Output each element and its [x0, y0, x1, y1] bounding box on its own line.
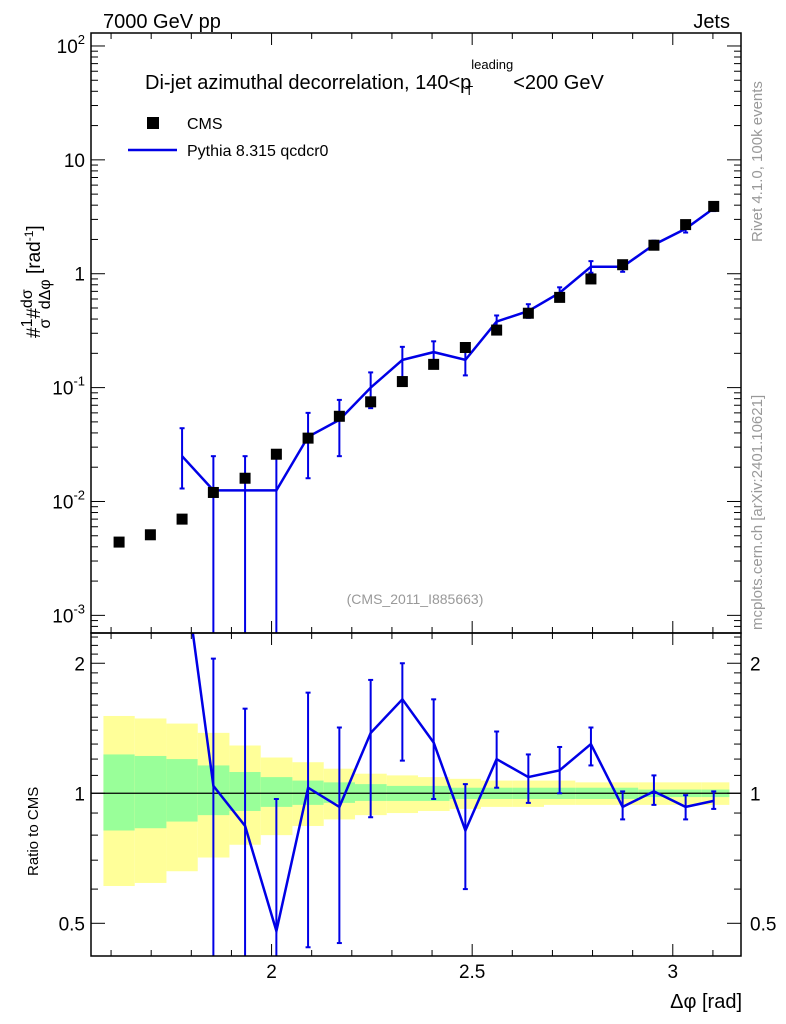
cms-data-point [239, 472, 251, 484]
band-inner-bin [103, 754, 135, 831]
ratio-y-tick-label: 2 [74, 654, 85, 675]
ratio-bands [91, 715, 741, 886]
cms-data-point [491, 324, 503, 336]
band-inner-bin [166, 759, 198, 822]
cms-data-point [270, 448, 282, 460]
x-axis-label: Δφ [rad] [670, 991, 742, 1013]
mcplots-label: mcplots.cern.ch [arXiv:2401.10621] [749, 395, 766, 630]
y-tick-label: 10-3 [52, 601, 85, 627]
cms-data-point [554, 291, 566, 303]
cms-data-point [680, 219, 692, 231]
cms-data-point [459, 342, 471, 354]
cms-data-point [144, 529, 156, 541]
cms-data-point [207, 486, 219, 498]
cms-data-point [302, 432, 314, 444]
axes-layer: 2 2.5 3 10-3 10-2 10-1 1 10 102 0.5 0.5 1 1 2 2 [52, 32, 776, 983]
analysis-watermark: (CMS_2011_I885663) [347, 591, 484, 607]
mc-series-line [181, 207, 715, 492]
cms-data-point [585, 273, 597, 285]
ratio-frame [90, 632, 742, 957]
x-tick-label: 2.5 [459, 962, 485, 983]
ratio-y-tick-label: 0.5 [59, 914, 85, 935]
y-tick-label: 10 [64, 151, 85, 172]
cms-data-point [396, 376, 408, 388]
cms-data-point [333, 410, 345, 422]
cms-data-point [708, 200, 720, 212]
ratio-y-tick-label-right: 2 [750, 654, 761, 675]
ratio-series-line [191, 633, 714, 936]
cms-data-point [522, 307, 534, 319]
main-ylabel: #1σ#dσdΔφ [rad-1] [19, 225, 54, 338]
cms-data-point [617, 259, 629, 271]
y-tick-label: 10-2 [52, 487, 85, 513]
y-tick-label: 1 [74, 265, 85, 286]
ratio-y-tick-label-right: 0.5 [750, 914, 776, 935]
x-tick-label: 3 [668, 962, 679, 983]
y-tick-label: 10-1 [52, 374, 85, 400]
cms-data-point [365, 396, 377, 408]
main-plot-layer [113, 200, 720, 633]
ratio-y-tick-label-right: 1 [750, 784, 761, 805]
cms-data-point [176, 513, 188, 525]
cms-data-point [113, 536, 125, 548]
ratio-plot-layer [191, 633, 717, 956]
legend-pythia-label: Pythia 8.315 qcdcr0 [187, 143, 329, 160]
y-tick-label: 102 [57, 32, 85, 58]
rivet-label: Rivet 4.1.0, 100k events [749, 81, 766, 242]
main-title: Di-jet azimuthal decorrelation, 140<plea… [145, 57, 604, 98]
header-right: Jets [693, 11, 730, 33]
ratio-ylabel: Ratio to CMS [25, 787, 42, 876]
header-left: 7000 GeV pp [103, 11, 221, 33]
svg-text:#1σ#dσdΔφ [rad-1]: #1σ#dσdΔφ [rad-1] [19, 225, 54, 338]
legend: CMS Pythia 8.315 qcdcr0 [128, 116, 329, 160]
cms-data-point [428, 358, 440, 370]
x-tick-label: 2 [266, 962, 277, 983]
band-inner-bin [134, 755, 167, 829]
ratio-y-tick-label: 1 [74, 784, 85, 805]
legend-cms-marker [147, 117, 159, 129]
cms-data-point [648, 239, 660, 251]
legend-cms-label: CMS [187, 116, 223, 133]
